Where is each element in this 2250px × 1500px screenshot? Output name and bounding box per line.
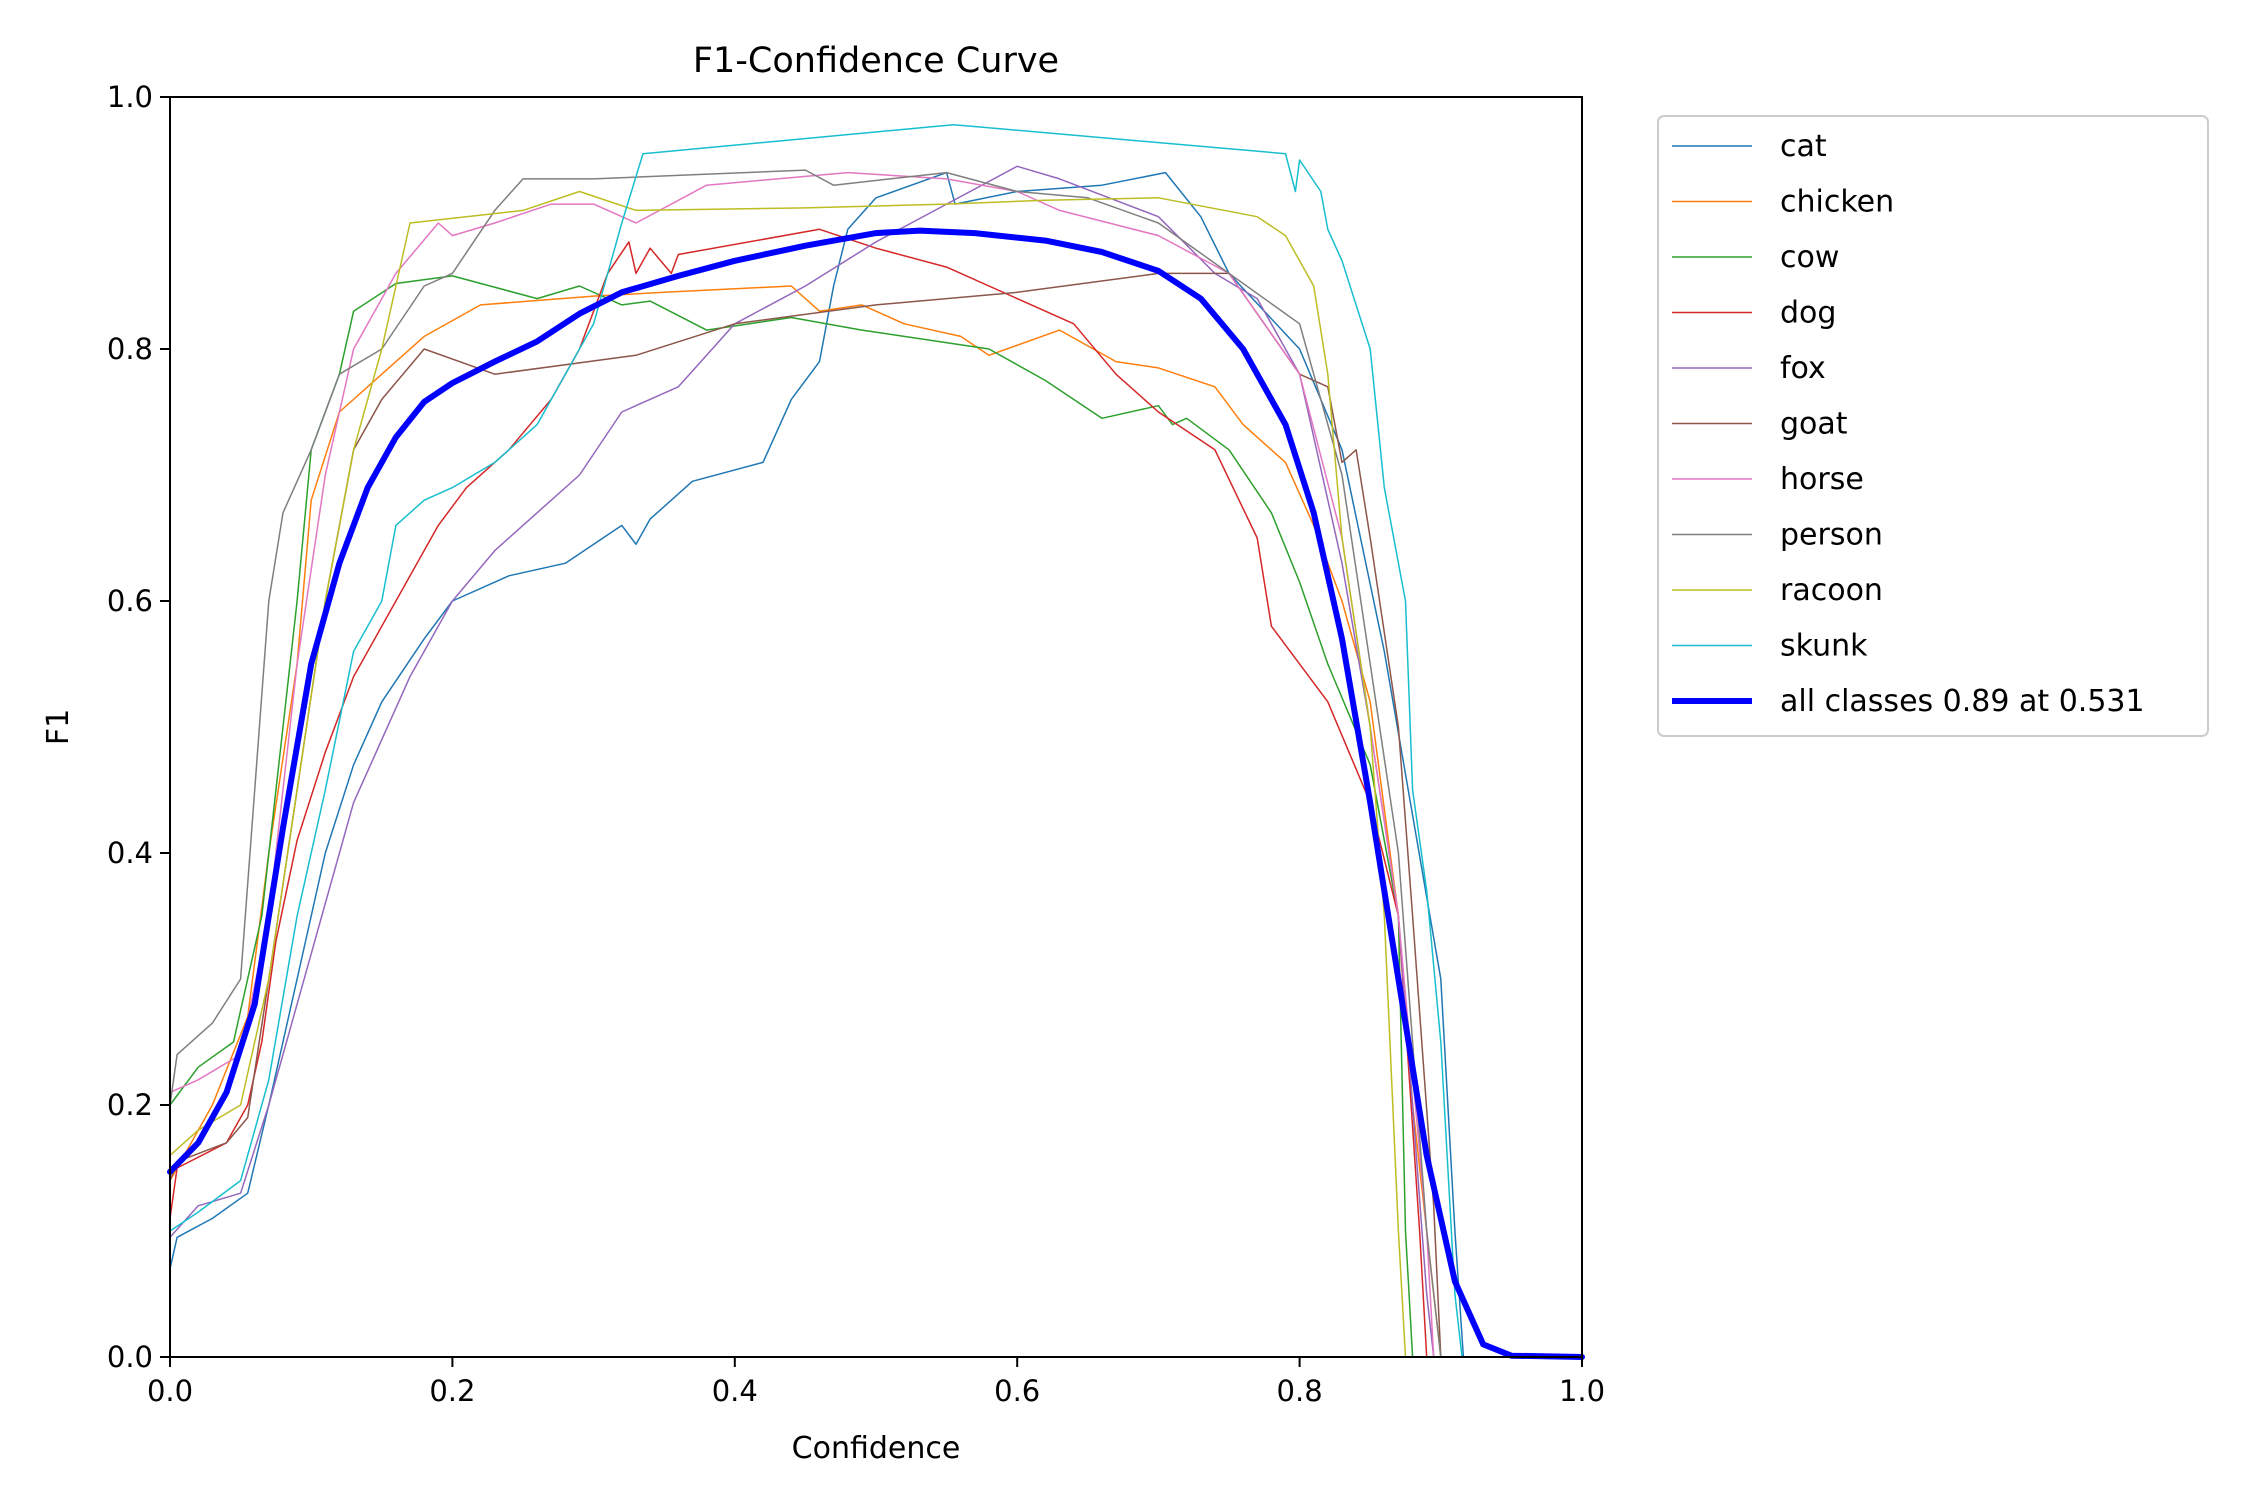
x-axis-label: Confidence — [792, 1431, 961, 1466]
x-axis: 0.0 0.2 0.4 0.6 0.8 1.0 — [147, 1357, 1605, 1408]
series-line-6 — [169, 171, 1435, 1358]
y-tick-label: 0.0 — [107, 1340, 153, 1374]
x-tick-label: 1.0 — [1559, 1374, 1605, 1408]
legend-label: horse — [1780, 462, 1864, 497]
legend-box — [1657, 115, 2209, 737]
y-tick-label: 0.4 — [107, 836, 153, 870]
series-line-8 — [169, 190, 1407, 1358]
x-tick-label: 0.8 — [1277, 1374, 1323, 1408]
series-line-10 — [167, 227, 1585, 1360]
series-line-0 — [169, 171, 1465, 1358]
legend-label: racoon — [1780, 573, 1883, 608]
series-line-1 — [169, 285, 1442, 1358]
series-line-9 — [169, 123, 1463, 1358]
legend-label: cow — [1780, 240, 1839, 275]
x-tick-label: 0.0 — [147, 1374, 193, 1408]
legend-label: skunk — [1780, 629, 1868, 664]
legend-label: person — [1780, 518, 1883, 553]
x-tick-label: 0.4 — [712, 1374, 758, 1408]
legend: cat chicken cow dog fox goat horse person racoon… — [1657, 115, 2209, 737]
chart-title: F1-Confidence Curve — [693, 41, 1059, 81]
series-line-4 — [169, 165, 1435, 1358]
y-tick-label: 0.2 — [107, 1088, 153, 1122]
series-line-7 — [169, 169, 1442, 1358]
x-tick-label: 0.2 — [429, 1374, 475, 1408]
series-line-2 — [169, 275, 1414, 1358]
plot-lines — [167, 123, 1585, 1360]
x-tick-label: 0.6 — [994, 1374, 1040, 1408]
y-tick-label: 1.0 — [107, 80, 153, 114]
y-tick-label: 0.6 — [107, 584, 153, 618]
y-tick-label: 0.8 — [107, 332, 153, 366]
legend-label: all classes 0.89 at 0.531 — [1780, 684, 2145, 719]
legend-label: goat — [1780, 407, 1848, 442]
y-axis: 0.0 0.2 0.4 0.6 0.8 1.0 — [107, 80, 170, 1374]
legend-label: dog — [1780, 296, 1836, 331]
legend-label: chicken — [1780, 185, 1894, 220]
legend-label: fox — [1780, 351, 1826, 386]
legend-label: cat — [1780, 129, 1827, 164]
y-axis-label: F1 — [41, 709, 76, 745]
series-line-3 — [169, 228, 1428, 1358]
plot-frame — [169, 96, 1583, 1358]
series-line-5 — [169, 272, 1442, 1358]
